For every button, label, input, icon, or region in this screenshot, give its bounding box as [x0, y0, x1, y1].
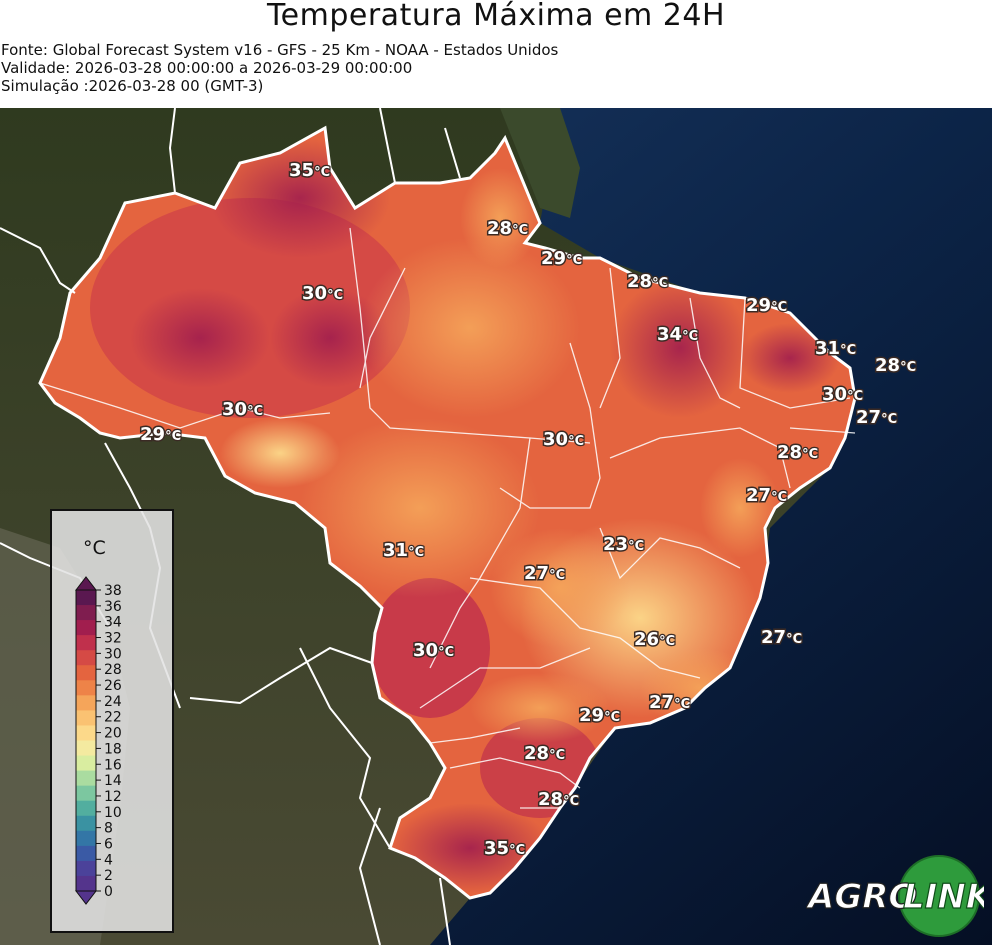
colorbar-segment — [76, 860, 96, 877]
temp-label: 28°C — [538, 789, 579, 810]
colorbar-segment — [76, 770, 96, 787]
temp-label: 27°C — [524, 563, 565, 584]
temp-label: 34°C — [657, 324, 698, 345]
temperature-field — [38, 126, 857, 900]
colorbar-tick-label: 38 — [104, 583, 122, 599]
colorbar-segment — [76, 605, 96, 621]
temp-label: 30°C — [222, 399, 263, 420]
temp-label: 28°C — [487, 218, 528, 239]
temperature-labels: 35°C 28°C 29°C 30°C 28°C 34°C 29°C 31°C … — [139, 159, 918, 861]
colorbar-segment — [76, 785, 96, 802]
temp-label: 30°C — [413, 640, 454, 661]
colorbar-tick-label: 0 — [104, 884, 113, 900]
colorbar-segment — [76, 755, 96, 772]
temp-label: 29°C — [746, 295, 787, 316]
temp-label: 30°C — [302, 283, 343, 304]
map-canvas: 35°C 28°C 29°C 30°C 28°C 34°C 29°C 31°C … — [0, 108, 992, 945]
colorbar-tick-label: 30 — [104, 646, 122, 662]
colorbar-tick-label: 18 — [104, 741, 122, 757]
temp-label: 35°C — [289, 160, 330, 181]
colorbar-tick-label: 26 — [104, 678, 122, 694]
temperature-map: 35°C 28°C 29°C 30°C 28°C 34°C 29°C 31°C … — [0, 108, 992, 945]
temp-label: 29°C — [140, 424, 181, 445]
temp-label: 28°C — [777, 442, 818, 463]
temp-label: 27°C — [856, 407, 897, 428]
colorbar-segment — [76, 725, 96, 741]
color-legend: 38 36 34 32 30 28 26 24 22 20 18 16 14 12 10 8 6 4 2 0 °C — [50, 509, 174, 933]
colorbar-segment — [76, 815, 96, 832]
colorbar-tick-label: 32 — [104, 631, 122, 647]
colorbar-tick-label: 10 — [104, 805, 122, 821]
colorbar-segment — [76, 590, 96, 606]
temp-label: 26°C — [634, 629, 675, 650]
colorbar-segment — [76, 620, 96, 636]
map-title: Temperatura Máxima em 24H — [266, 0, 726, 33]
colorbar-segment — [76, 680, 96, 696]
temp-label: 31°C — [383, 540, 424, 561]
colorbar-tick-label: 12 — [104, 789, 122, 805]
colorbar-segment — [76, 635, 96, 651]
colorbar-tick-label: 16 — [104, 757, 122, 773]
colorbar-segment — [76, 710, 96, 726]
temp-label: 30°C — [822, 384, 863, 405]
simulation-line: Simulação :2026-03-28 00 (GMT-3) — [1, 77, 264, 95]
logo-link-text: LINK — [903, 877, 984, 917]
logo-agro-text: AGRO — [806, 877, 917, 917]
colorbar-segment — [76, 875, 96, 892]
temp-label: 28°C — [875, 355, 916, 376]
temp-label: 27°C — [746, 485, 787, 506]
temp-label: 29°C — [579, 705, 620, 726]
colorbar-tick-label: 2 — [104, 868, 113, 884]
colorbar-tick-label: 22 — [104, 710, 122, 726]
validity-line: Validade: 2026-03-28 00:00:00 a 2026-03-… — [1, 59, 413, 77]
colorbar-arrow-bottom — [74, 890, 98, 905]
temp-label: 23°C — [603, 534, 644, 555]
temp-label: 29°C — [541, 248, 582, 269]
colorbar-segment — [76, 665, 96, 681]
colorbar-segment — [76, 830, 96, 847]
colorbar-tick-label: 4 — [104, 852, 113, 868]
colorbar-tick-label: 28 — [104, 662, 122, 678]
source-line: Fonte: Global Forecast System v16 - GFS … — [1, 41, 559, 59]
colorbar-tick-label: 34 — [104, 615, 122, 631]
colorbar-segment — [76, 695, 96, 711]
temp-label: 28°C — [524, 743, 565, 764]
temp-label: 28°C — [627, 271, 668, 292]
agrolink-logo: AGRO LINK — [804, 854, 992, 938]
guianas-land — [500, 108, 580, 218]
temp-label: 35°C — [484, 838, 525, 859]
temp-label: 27°C — [761, 627, 802, 648]
colorbar-tick-label: 6 — [104, 836, 113, 852]
temp-label: 30°C — [543, 429, 584, 450]
temp-label: 31°C — [815, 338, 856, 359]
colorbar-tick-label: 20 — [104, 726, 122, 742]
colorbar-segment — [76, 800, 96, 817]
colorbar-tick-label: 36 — [104, 599, 122, 615]
colorbar-segment — [76, 845, 96, 862]
colorbar-segment — [76, 650, 96, 666]
temp-label: 27°C — [649, 692, 690, 713]
legend-unit: °C — [83, 537, 106, 559]
colorbar-tick-label: 14 — [104, 773, 122, 789]
colorbar-tick-label: 8 — [104, 821, 113, 837]
colorbar-tick-label: 24 — [104, 694, 122, 710]
colorbar-arrow-top — [74, 576, 98, 591]
state-borders — [39, 227, 856, 809]
colorbar-frame — [75, 589, 97, 892]
colorbar-segment — [76, 740, 96, 757]
